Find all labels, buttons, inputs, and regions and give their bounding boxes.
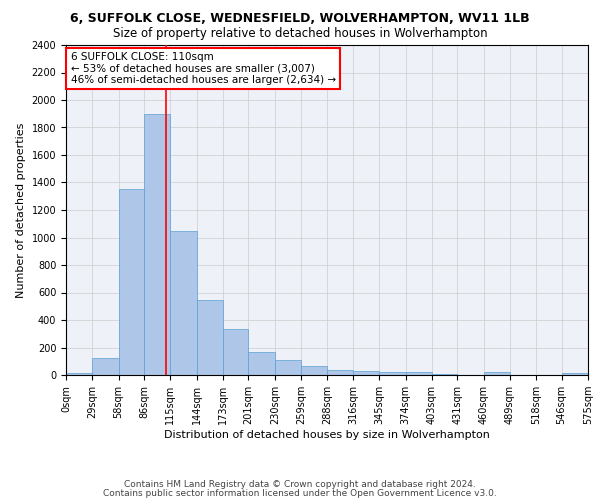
Bar [353,371,379,375]
Bar [562,373,588,375]
Text: Contains HM Land Registry data © Crown copyright and database right 2024.: Contains HM Land Registry data © Crown c… [124,480,476,489]
Bar [197,300,223,375]
Bar [379,372,406,375]
Bar [406,372,432,375]
Text: Size of property relative to detached houses in Wolverhampton: Size of property relative to detached ho… [113,28,487,40]
Y-axis label: Number of detached properties: Number of detached properties [16,122,26,298]
Bar [275,360,301,375]
Bar [66,373,92,375]
Text: 6, SUFFOLK CLOSE, WEDNESFIELD, WOLVERHAMPTON, WV11 1LB: 6, SUFFOLK CLOSE, WEDNESFIELD, WOLVERHAM… [70,12,530,26]
Bar [170,232,197,375]
Text: Contains public sector information licensed under the Open Government Licence v3: Contains public sector information licen… [103,488,497,498]
Bar [248,352,275,375]
Bar [119,190,144,375]
Bar [301,366,328,375]
X-axis label: Distribution of detached houses by size in Wolverhampton: Distribution of detached houses by size … [164,430,490,440]
Bar [144,114,170,375]
Bar [92,358,119,375]
Bar [484,372,510,375]
Bar [223,329,248,375]
Text: 6 SUFFOLK CLOSE: 110sqm
← 53% of detached houses are smaller (3,007)
46% of semi: 6 SUFFOLK CLOSE: 110sqm ← 53% of detache… [71,52,335,85]
Bar [328,370,353,375]
Bar [432,374,457,375]
